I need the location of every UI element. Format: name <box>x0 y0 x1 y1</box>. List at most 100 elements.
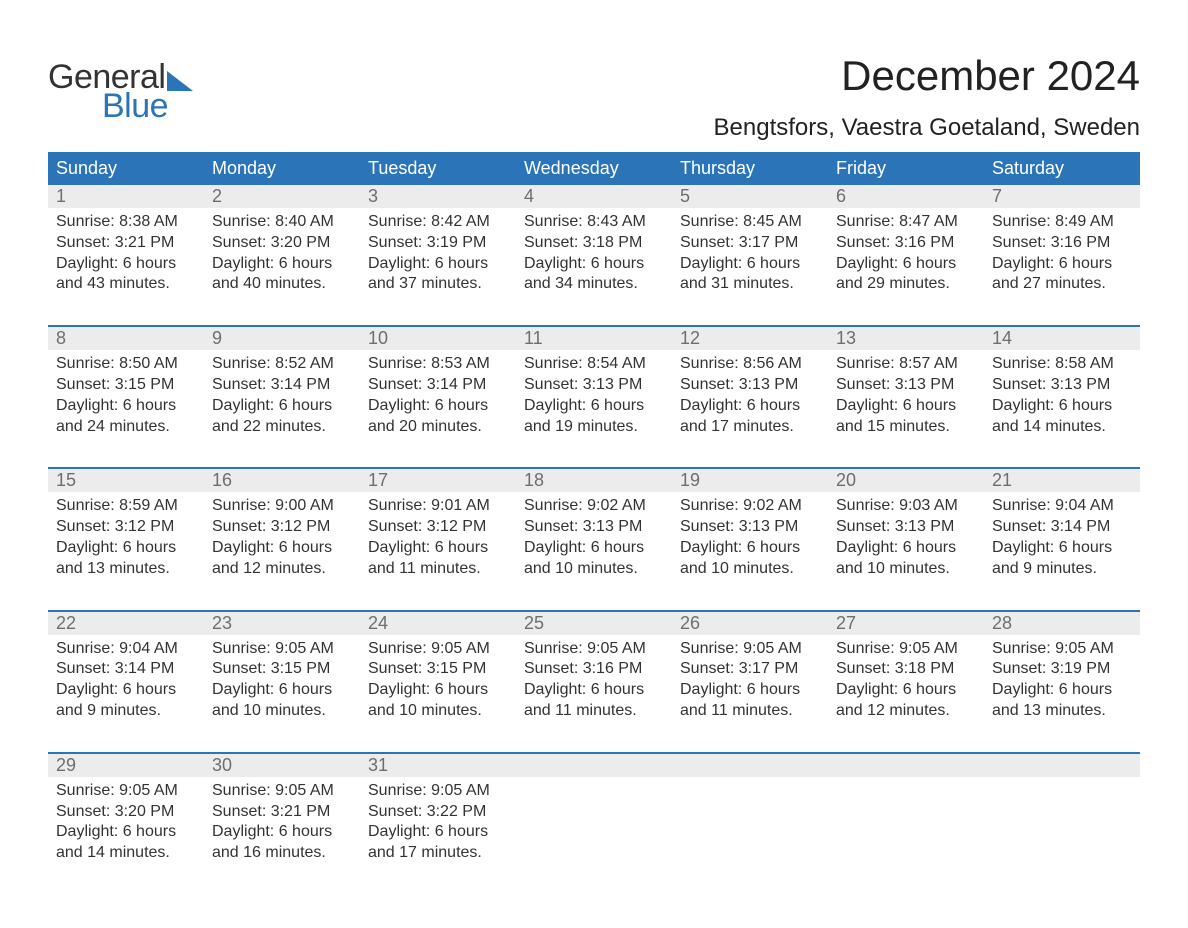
daylight-text: Daylight: 6 hours and 24 minutes. <box>56 396 198 438</box>
day-number: 22 <box>48 612 204 635</box>
day-number: 16 <box>204 469 360 492</box>
day-cell: Sunrise: 9:02 AMSunset: 3:13 PMDaylight:… <box>516 492 672 603</box>
sunset-text: Sunset: 3:12 PM <box>56 517 198 538</box>
day-number: 30 <box>204 754 360 777</box>
daylight-text: Daylight: 6 hours and 9 minutes. <box>992 538 1134 580</box>
day-cell <box>516 777 672 888</box>
sunrise-text: Sunrise: 9:02 AM <box>524 496 666 517</box>
day-cell: Sunrise: 8:58 AMSunset: 3:13 PMDaylight:… <box>984 350 1140 461</box>
daylight-text: Daylight: 6 hours and 17 minutes. <box>368 822 510 864</box>
weekday-header: Friday <box>828 152 984 185</box>
sunrise-text: Sunrise: 9:02 AM <box>680 496 822 517</box>
sunset-text: Sunset: 3:13 PM <box>680 517 822 538</box>
location-subtitle: Bengtsfors, Vaestra Goetaland, Sweden <box>714 114 1140 142</box>
sunrise-text: Sunrise: 9:04 AM <box>56 639 198 660</box>
day-cell: Sunrise: 9:05 AMSunset: 3:15 PMDaylight:… <box>204 635 360 746</box>
day-number: 19 <box>672 469 828 492</box>
sunrise-text: Sunrise: 8:53 AM <box>368 354 510 375</box>
daylight-text: Daylight: 6 hours and 17 minutes. <box>680 396 822 438</box>
daylight-text: Daylight: 6 hours and 11 minutes. <box>680 680 822 722</box>
day-cell: Sunrise: 9:05 AMSunset: 3:16 PMDaylight:… <box>516 635 672 746</box>
sunset-text: Sunset: 3:13 PM <box>836 517 978 538</box>
daylight-text: Daylight: 6 hours and 12 minutes. <box>212 538 354 580</box>
day-number: 11 <box>516 327 672 350</box>
daynum-row: 293031 <box>48 754 1140 777</box>
day-cell: Sunrise: 9:04 AMSunset: 3:14 PMDaylight:… <box>48 635 204 746</box>
day-number: 12 <box>672 327 828 350</box>
daylight-text: Daylight: 6 hours and 27 minutes. <box>992 254 1134 296</box>
weekday-header: Monday <box>204 152 360 185</box>
sunset-text: Sunset: 3:14 PM <box>992 517 1134 538</box>
day-number: 9 <box>204 327 360 350</box>
sunrise-text: Sunrise: 9:05 AM <box>836 639 978 660</box>
daylight-text: Daylight: 6 hours and 43 minutes. <box>56 254 198 296</box>
daylight-text: Daylight: 6 hours and 29 minutes. <box>836 254 978 296</box>
day-cell: Sunrise: 9:05 AMSunset: 3:15 PMDaylight:… <box>360 635 516 746</box>
sunset-text: Sunset: 3:19 PM <box>368 233 510 254</box>
daynum-row: 22232425262728 <box>48 612 1140 635</box>
day-cell: Sunrise: 9:02 AMSunset: 3:13 PMDaylight:… <box>672 492 828 603</box>
sunset-text: Sunset: 3:14 PM <box>368 375 510 396</box>
weekday-header: Sunday <box>48 152 204 185</box>
day-cell: Sunrise: 8:47 AMSunset: 3:16 PMDaylight:… <box>828 208 984 319</box>
sunset-text: Sunset: 3:22 PM <box>368 802 510 823</box>
sunrise-text: Sunrise: 8:58 AM <box>992 354 1134 375</box>
day-number: 26 <box>672 612 828 635</box>
day-number: 23 <box>204 612 360 635</box>
day-number: 28 <box>984 612 1140 635</box>
weekday-header-row: Sunday Monday Tuesday Wednesday Thursday… <box>48 152 1140 185</box>
day-number: 2 <box>204 185 360 208</box>
daylight-text: Daylight: 6 hours and 16 minutes. <box>212 822 354 864</box>
logo: General Blue <box>48 30 193 126</box>
day-cell: Sunrise: 8:49 AMSunset: 3:16 PMDaylight:… <box>984 208 1140 319</box>
day-cell: Sunrise: 9:05 AMSunset: 3:21 PMDaylight:… <box>204 777 360 888</box>
day-number: 5 <box>672 185 828 208</box>
sunrise-text: Sunrise: 8:56 AM <box>680 354 822 375</box>
day-cell <box>984 777 1140 888</box>
daylight-text: Daylight: 6 hours and 10 minutes. <box>212 680 354 722</box>
calendar-week: 891011121314Sunrise: 8:50 AMSunset: 3:15… <box>48 325 1140 461</box>
daylight-text: Daylight: 6 hours and 10 minutes. <box>368 680 510 722</box>
daylight-text: Daylight: 6 hours and 31 minutes. <box>680 254 822 296</box>
sunrise-text: Sunrise: 8:50 AM <box>56 354 198 375</box>
sunrise-text: Sunrise: 8:52 AM <box>212 354 354 375</box>
day-cell: Sunrise: 8:54 AMSunset: 3:13 PMDaylight:… <box>516 350 672 461</box>
daylight-text: Daylight: 6 hours and 14 minutes. <box>56 822 198 864</box>
sunrise-text: Sunrise: 9:05 AM <box>680 639 822 660</box>
sunrise-text: Sunrise: 8:47 AM <box>836 212 978 233</box>
day-number: 8 <box>48 327 204 350</box>
day-cell: Sunrise: 8:42 AMSunset: 3:19 PMDaylight:… <box>360 208 516 319</box>
day-number <box>516 754 672 777</box>
day-cell: Sunrise: 8:40 AMSunset: 3:20 PMDaylight:… <box>204 208 360 319</box>
sunrise-text: Sunrise: 8:40 AM <box>212 212 354 233</box>
day-number: 31 <box>360 754 516 777</box>
day-cell <box>828 777 984 888</box>
day-number: 21 <box>984 469 1140 492</box>
sunset-text: Sunset: 3:18 PM <box>836 659 978 680</box>
day-cell: Sunrise: 9:05 AMSunset: 3:20 PMDaylight:… <box>48 777 204 888</box>
sunset-text: Sunset: 3:20 PM <box>56 802 198 823</box>
sunset-text: Sunset: 3:16 PM <box>836 233 978 254</box>
day-number: 27 <box>828 612 984 635</box>
daylight-text: Daylight: 6 hours and 15 minutes. <box>836 396 978 438</box>
sunset-text: Sunset: 3:20 PM <box>212 233 354 254</box>
sunrise-text: Sunrise: 9:05 AM <box>368 781 510 802</box>
day-number: 3 <box>360 185 516 208</box>
logo-text-blue: Blue <box>102 87 193 126</box>
day-number: 10 <box>360 327 516 350</box>
sunset-text: Sunset: 3:19 PM <box>992 659 1134 680</box>
day-number: 7 <box>984 185 1140 208</box>
day-cell: Sunrise: 8:52 AMSunset: 3:14 PMDaylight:… <box>204 350 360 461</box>
day-cell: Sunrise: 8:45 AMSunset: 3:17 PMDaylight:… <box>672 208 828 319</box>
daylight-text: Daylight: 6 hours and 10 minutes. <box>524 538 666 580</box>
day-cell: Sunrise: 9:04 AMSunset: 3:14 PMDaylight:… <box>984 492 1140 603</box>
sunrise-text: Sunrise: 9:03 AM <box>836 496 978 517</box>
calendar-week: 293031Sunrise: 9:05 AMSunset: 3:20 PMDay… <box>48 752 1140 888</box>
daynum-row: 1234567 <box>48 185 1140 208</box>
day-cell: Sunrise: 9:05 AMSunset: 3:19 PMDaylight:… <box>984 635 1140 746</box>
sunset-text: Sunset: 3:12 PM <box>368 517 510 538</box>
day-number <box>828 754 984 777</box>
day-cell: Sunrise: 8:38 AMSunset: 3:21 PMDaylight:… <box>48 208 204 319</box>
day-cell: Sunrise: 9:01 AMSunset: 3:12 PMDaylight:… <box>360 492 516 603</box>
day-number <box>984 754 1140 777</box>
